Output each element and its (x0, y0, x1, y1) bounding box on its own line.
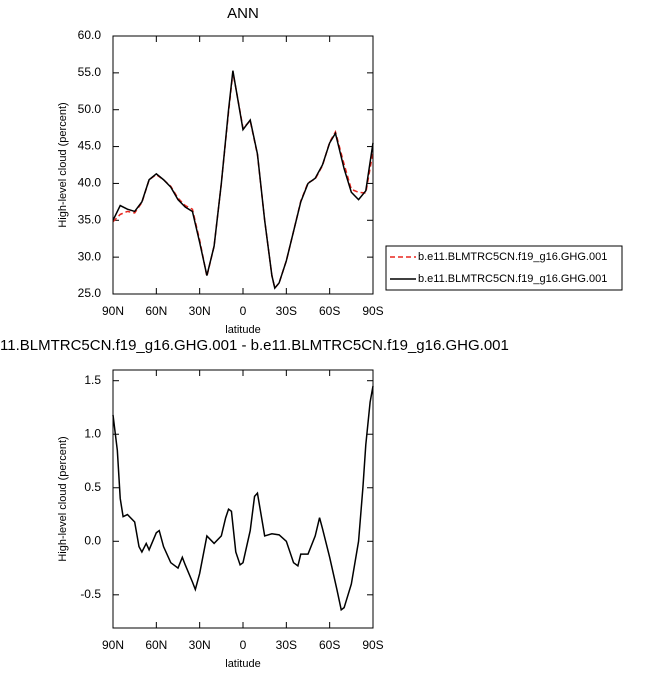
legend-label: b.e11.BLMTRC5CN.f19_g16.GHG.001 (418, 273, 607, 285)
y-axis-label: High-level cloud (percent) (57, 436, 69, 561)
x-tick-label: 90N (102, 638, 124, 652)
x-tick-label: 0 (240, 304, 247, 318)
x-tick-label: 90S (362, 304, 383, 318)
legend-label: b.e11.BLMTRC5CN.f19_g16.GHG.001 (418, 251, 607, 263)
x-tick-label: 60S (319, 304, 340, 318)
x-tick-label: 0 (240, 638, 247, 652)
y-tick-label: 45.0 (78, 139, 102, 153)
chart-title: 11.BLMTRC5CN.f19_g16.GHG.001 - b.e11.BLM… (0, 337, 509, 354)
y-tick-label: 35.0 (78, 212, 102, 226)
y-axis-label: High-level cloud (percent) (57, 102, 69, 227)
x-axis-label: latitude (225, 658, 260, 670)
x-tick-label: 60N (145, 304, 167, 318)
plot-frame (112, 35, 374, 295)
plot-frame (112, 369, 374, 629)
y-tick-label: 50.0 (78, 102, 102, 116)
y-tick-label: 60.0 (78, 28, 102, 42)
y-tick-label: 0.5 (84, 480, 101, 494)
y-tick-label: -0.5 (80, 587, 101, 601)
x-tick-label: 60N (145, 638, 167, 652)
x-tick-label: 90N (102, 304, 124, 318)
data-line (112, 70, 374, 290)
y-tick-label: 40.0 (78, 176, 102, 190)
x-tick-label: 60S (319, 638, 340, 652)
x-tick-label: 30N (189, 638, 211, 652)
y-tick-label: 1.0 (84, 426, 101, 440)
y-tick-label: 1.5 (84, 373, 101, 387)
x-tick-label: 30N (189, 304, 211, 318)
data-line (112, 385, 374, 612)
y-tick-label: 0.0 (84, 533, 101, 547)
y-tick-label: 30.0 (78, 249, 102, 263)
y-tick-label: 25.0 (78, 286, 102, 300)
data-line (112, 72, 374, 290)
chart-title: ANN (227, 5, 259, 22)
x-tick-label: 90S (362, 638, 383, 652)
y-tick-label: 55.0 (78, 65, 102, 79)
x-tick-label: 30S (276, 638, 297, 652)
x-axis-label: latitude (225, 324, 260, 336)
x-tick-label: 30S (276, 304, 297, 318)
legend-box (385, 245, 623, 291)
